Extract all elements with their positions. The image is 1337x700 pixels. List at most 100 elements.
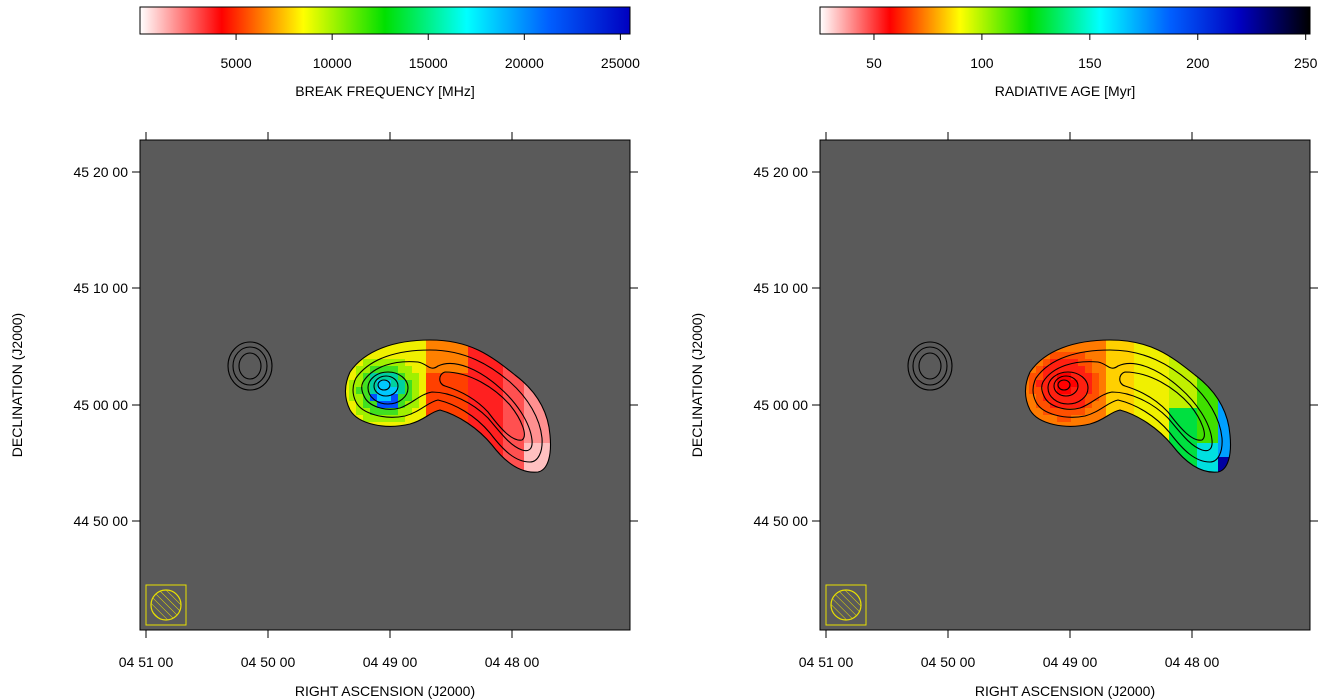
beam-marker [145,584,187,626]
map-pixel [468,366,476,374]
map-pixel [531,415,539,423]
map-pixel [1043,380,1051,388]
map-pixel [1155,422,1163,430]
map-pixel [531,401,539,409]
map-pixel [1197,401,1205,409]
map-pixel [1197,415,1205,423]
map-pixel [496,387,504,395]
map-pixel [1155,401,1163,409]
map-pixel [1106,340,1114,346]
map-pixel [377,394,385,402]
map-pixel [412,401,420,409]
map-pixel [482,429,490,437]
colorbar-tick-label: 50 [866,55,882,71]
map-pixel [349,380,357,388]
map-pixel [524,436,532,444]
map-pixel [398,387,406,395]
map-pixel [1190,415,1198,423]
map-pixel [1113,373,1121,381]
map-pixel [475,380,483,388]
map-pixel [461,415,469,423]
map-pixel [489,387,497,395]
map-pixel [468,387,476,395]
map-pixel [412,387,420,395]
map-pixel [1204,394,1212,402]
contour-tail [439,371,525,441]
map-pixel [384,422,392,430]
contour-core [1057,379,1071,391]
map-pixel [1183,415,1191,423]
map-pixel [1057,387,1065,395]
map-pixel [475,394,483,402]
map-pixel [531,464,539,472]
map-pixel [1141,387,1149,395]
map-pixel [1127,340,1135,346]
map-pixel [1162,394,1170,402]
map-pixel [356,366,364,374]
map-pixel [489,429,497,437]
map-pixel [1127,366,1135,374]
map-pixel [1050,387,1058,395]
map-pixel [503,408,511,416]
map-pixel [1127,359,1135,367]
map-pixel [377,380,385,388]
map-pixel [1071,394,1079,402]
map-pixel [1176,394,1184,402]
map-pixel [391,408,399,416]
map-pixel [517,422,525,430]
map-pixel [1085,394,1093,402]
map-pixel [1148,373,1156,381]
map-pixel [426,373,434,381]
y-tick-label: 45 10 00 [74,280,129,296]
map-pixel [1134,380,1142,388]
contour-extended-source [1041,361,1213,452]
map-pixel [468,415,476,423]
map-pixel [1183,422,1191,430]
map-pixel [1064,394,1072,402]
map-pixel [510,422,518,430]
map-pixel [1043,359,1051,367]
map-pixel [1148,408,1156,416]
contour-tail [1119,371,1205,441]
map-pixel [1169,408,1177,416]
map-pixel [349,394,357,402]
map-pixel [1134,366,1142,374]
map-pixel [1197,464,1205,472]
map-pixel [517,401,525,409]
map-pixel [426,401,434,409]
map-pixel [440,352,448,360]
map-pixel [1057,366,1065,374]
map-pixel [517,394,525,402]
map-pixel [1106,345,1114,353]
map-pixel [447,340,455,346]
map-pixel [1085,359,1093,367]
map-pixel [1057,401,1065,409]
map-pixel [1120,352,1128,360]
map-pixel [1092,380,1100,388]
map-pixel [1050,394,1058,402]
map-pixel [1043,366,1051,374]
map-pixel [377,408,385,416]
map-pixel [440,380,448,388]
map-pixel [1225,457,1231,465]
map-pixel [1064,373,1072,381]
map-pixel [440,401,448,409]
map-pixel [1176,415,1184,423]
map-pixel [531,408,539,416]
map-pixel [461,394,469,402]
map-pixel [1106,387,1114,395]
map-pixel [489,394,497,402]
map-pixel [1106,394,1114,402]
map-pixel [398,394,406,402]
map-pixel [1197,429,1205,437]
map-pixel [1218,422,1226,430]
map-pixel [531,436,539,444]
map-pixel [419,359,427,367]
map-pixel [1085,401,1093,409]
map-pixel [1092,359,1100,367]
map-pixel [1092,366,1100,374]
map-pixel [510,380,518,388]
map-pixel [356,373,364,381]
map-pixel [384,401,392,409]
map-pixel [1064,387,1072,395]
